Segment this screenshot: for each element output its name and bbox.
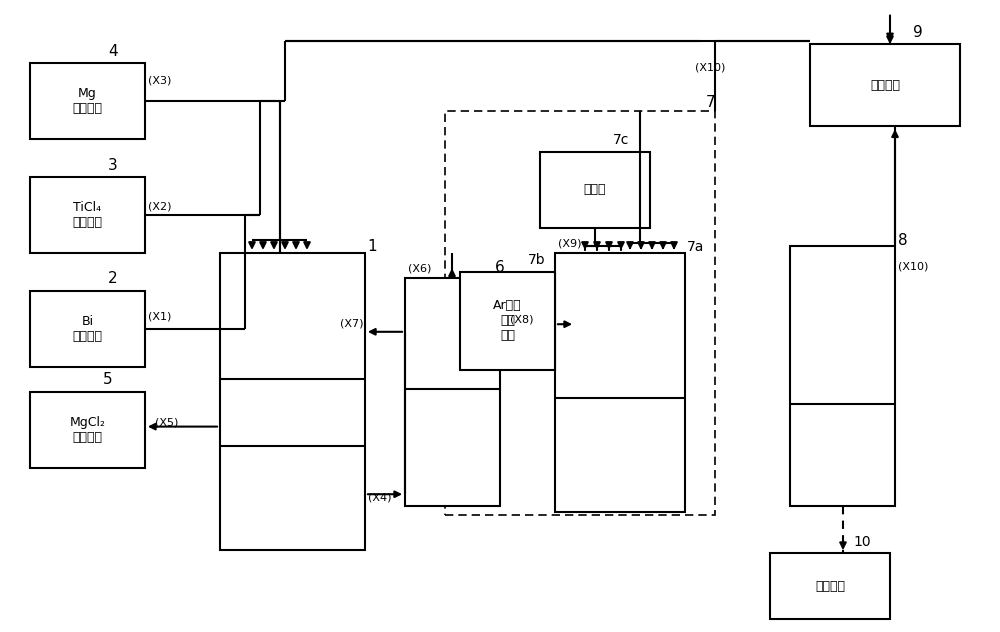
Text: 2: 2 <box>108 271 118 286</box>
Text: 6: 6 <box>495 260 505 275</box>
Text: MgCl₂
回收装置: MgCl₂ 回收装置 <box>70 416 106 444</box>
Text: (X3): (X3) <box>148 75 171 85</box>
Text: Ar气体
供给
装置: Ar气体 供给 装置 <box>493 299 522 343</box>
Text: 排气装置: 排气装置 <box>870 79 900 92</box>
FancyBboxPatch shape <box>30 291 145 367</box>
Text: 7: 7 <box>706 95 716 110</box>
FancyBboxPatch shape <box>30 63 145 139</box>
FancyBboxPatch shape <box>790 246 895 506</box>
Text: 7b: 7b <box>528 253 546 267</box>
Text: 控制装置: 控制装置 <box>815 580 845 593</box>
Text: 9: 9 <box>913 25 923 40</box>
Text: 5: 5 <box>103 372 113 387</box>
Text: (X8): (X8) <box>510 314 534 324</box>
Text: 8: 8 <box>898 233 908 248</box>
Text: TiCl₄
供给装置: TiCl₄ 供给装置 <box>72 201 103 229</box>
FancyBboxPatch shape <box>30 392 145 468</box>
Text: (X1): (X1) <box>148 311 171 321</box>
Text: (X4): (X4) <box>368 492 392 502</box>
Text: 7a: 7a <box>687 240 704 254</box>
Text: (X2): (X2) <box>148 202 172 212</box>
Text: 驱动源: 驱动源 <box>584 183 606 196</box>
Text: (X6): (X6) <box>408 264 431 274</box>
FancyBboxPatch shape <box>460 272 555 370</box>
Text: (X10): (X10) <box>898 262 928 272</box>
Text: 3: 3 <box>108 157 118 173</box>
Text: (X9): (X9) <box>558 238 582 248</box>
Text: (X7): (X7) <box>340 319 364 329</box>
Text: (X10): (X10) <box>695 63 725 73</box>
Text: 4: 4 <box>108 44 118 59</box>
Text: Mg
供给装置: Mg 供给装置 <box>72 87 103 115</box>
FancyBboxPatch shape <box>405 278 500 506</box>
FancyBboxPatch shape <box>555 253 685 512</box>
FancyBboxPatch shape <box>770 553 890 619</box>
FancyBboxPatch shape <box>220 253 365 550</box>
Text: 10: 10 <box>853 535 871 549</box>
FancyBboxPatch shape <box>540 152 650 228</box>
FancyBboxPatch shape <box>810 44 960 126</box>
Text: 1: 1 <box>367 239 377 254</box>
FancyBboxPatch shape <box>30 177 145 253</box>
Text: (X5): (X5) <box>155 418 178 428</box>
Text: 7c: 7c <box>613 133 629 147</box>
Text: Bi
供给装置: Bi 供给装置 <box>72 315 103 343</box>
